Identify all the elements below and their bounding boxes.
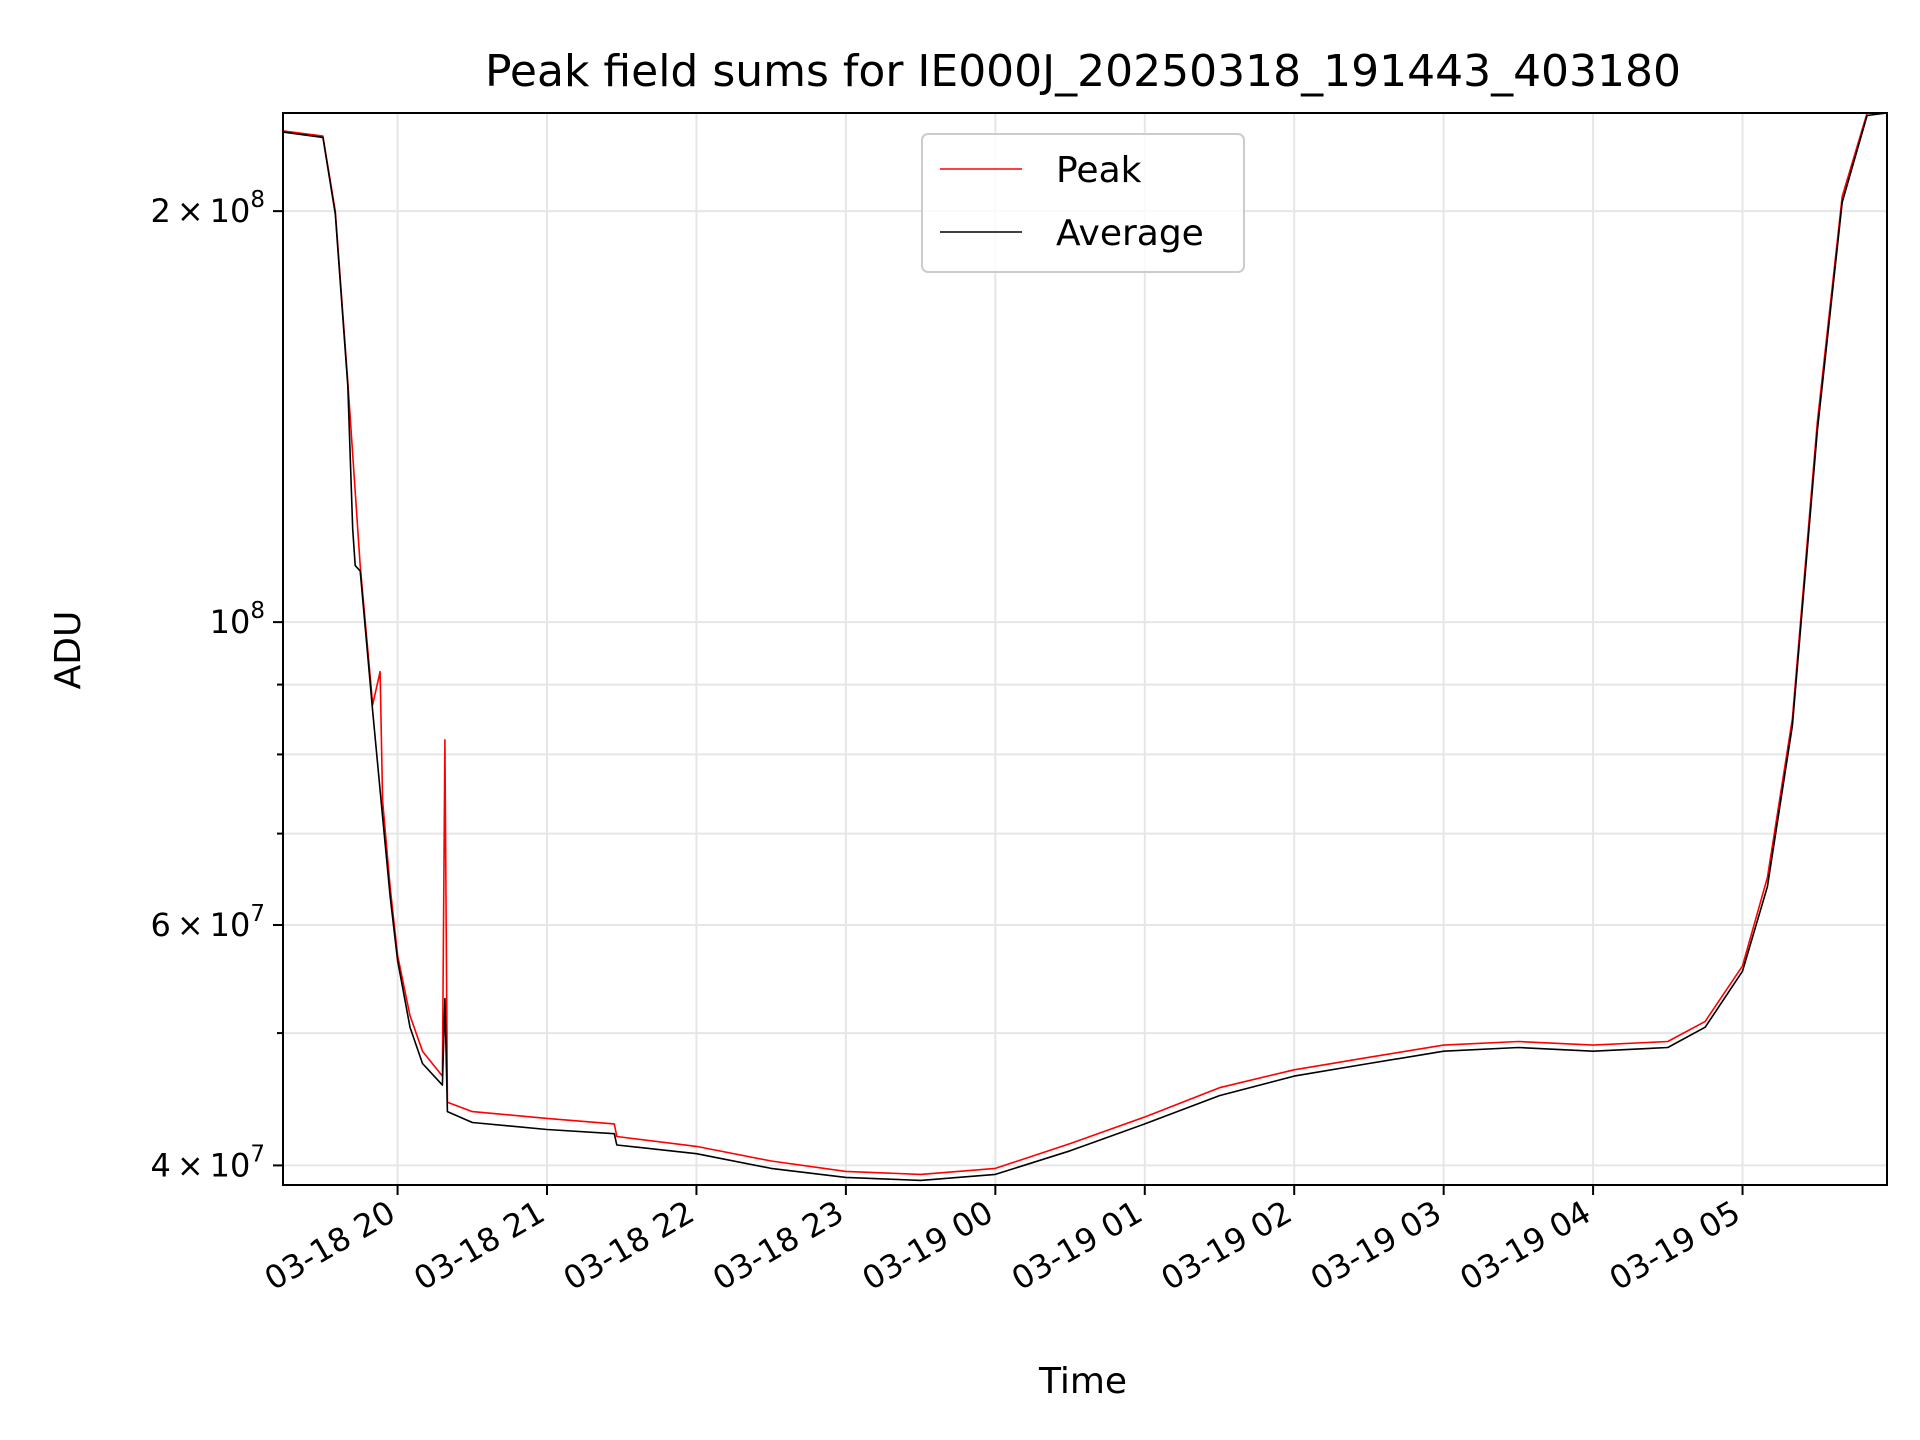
- x-tick-label: 03-18 22: [557, 1193, 701, 1298]
- y-tick-base: 4: [150, 1146, 170, 1184]
- y-tick-label: 108: [210, 598, 265, 641]
- y-tick-ten: 10: [210, 603, 251, 641]
- x-tick-label: 03-19 03: [1304, 1193, 1448, 1298]
- y-tick-ten: 10: [210, 192, 251, 230]
- x-tick-label: 03-19 02: [1155, 1193, 1299, 1298]
- x-tick-label: 03-18 21: [407, 1193, 551, 1298]
- y-tick-label: 6 × 107: [150, 901, 265, 944]
- y-axis-label: ADU: [48, 611, 89, 690]
- chart-title: Peak field sums for IE000J_20250318_1914…: [485, 46, 1681, 97]
- x-tick-label: 03-18 20: [258, 1193, 402, 1298]
- x-tick-label: 03-19 04: [1454, 1193, 1598, 1298]
- y-tick-exponent: 8: [250, 187, 265, 213]
- legend-label-peak: Peak: [1056, 150, 1142, 191]
- plot-frame: [282, 112, 1888, 1186]
- legend: Peak Average: [921, 133, 1245, 273]
- y-tick-times: ×: [177, 906, 204, 944]
- x-ticks-layer: 03-18 20 03-18 21 03-18 22 03-18 23 03-19 00…: [258, 1185, 1747, 1298]
- y-tick-label: 2 × 108: [150, 187, 265, 230]
- grid-layer: [283, 113, 1887, 1185]
- x-tick-label: 03-19 00: [856, 1193, 1000, 1298]
- y-tick-times: ×: [177, 1146, 204, 1184]
- legend-label-average: Average: [1056, 213, 1204, 254]
- x-tick-label: 03-19 01: [1005, 1193, 1149, 1298]
- y-tick-label: 4 × 107: [150, 1141, 265, 1184]
- y-tick-base: 2: [150, 192, 170, 230]
- y-tick-base: 6: [150, 906, 170, 944]
- y-tick-exponent: 7: [250, 901, 265, 927]
- y-tick-exponent: 7: [250, 1141, 265, 1167]
- y-tick-times: ×: [177, 192, 204, 230]
- series-line-average: [283, 113, 1887, 1182]
- x-axis-label: Time: [1038, 1361, 1127, 1402]
- y-tick-ten: 10: [210, 1146, 251, 1184]
- y-tick-exponent: 8: [250, 598, 265, 624]
- series-layer: [283, 113, 1887, 1182]
- y-tick-ten: 10: [210, 906, 251, 944]
- x-tick-label: 03-19 05: [1603, 1193, 1747, 1298]
- series-line-peak: [283, 113, 1887, 1176]
- x-tick-label: 03-18 23: [706, 1193, 850, 1298]
